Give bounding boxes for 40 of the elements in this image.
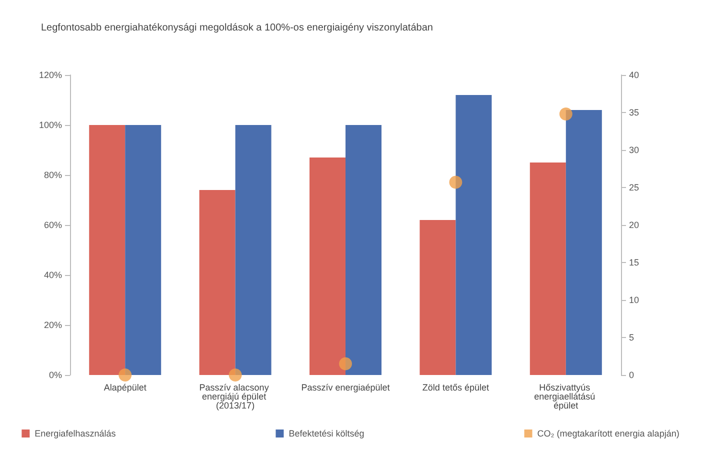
y-tick-label: 100% (38, 120, 62, 130)
bar (199, 190, 236, 375)
legend-label: CO₂ (megtakarított energia alapján) (537, 428, 680, 438)
bar (310, 158, 346, 375)
legend-label: Befektetési költség (288, 428, 364, 438)
y2-tick-label: 5 (629, 332, 634, 342)
x-tick-label: Alapépület (104, 382, 147, 392)
y2-tick-label: 10 (629, 295, 640, 305)
legend-label: Energiafelhasználás (34, 428, 116, 438)
bar (346, 125, 382, 375)
y-tick-label: 20% (44, 320, 62, 330)
x-tick-label: Passzív alacsony energiájú épület (2013/17) (199, 382, 272, 410)
point (449, 176, 462, 189)
point (339, 357, 352, 370)
chart-title: Legfontosabb energiahatékonysági megoldások a 100%-os energiaigény viszonylatában (41, 22, 433, 34)
y2-tick-label: 25 (629, 182, 640, 192)
y-tick-label: 80% (44, 170, 62, 180)
bar (89, 125, 126, 375)
bar (125, 125, 162, 375)
x-tick-label: Hőszivattyús energiaellátású épület (534, 382, 598, 410)
y2-tick-label: 15 (629, 258, 640, 268)
y2-tick-label: 40 (629, 70, 640, 80)
y-tick-label: 60% (44, 220, 62, 230)
point (559, 108, 572, 120)
y-tick-label: 120% (38, 70, 62, 80)
y2-tick-label: 20 (629, 220, 640, 230)
y-tick-label: 40% (44, 270, 62, 280)
point (228, 368, 242, 382)
bar (456, 95, 492, 375)
x-tick-label: Passzív energiaépület (301, 382, 390, 392)
y-tick-label: 0% (48, 370, 62, 380)
bar (235, 125, 272, 375)
x-tick-label: Zöld tetős épület (422, 382, 490, 392)
y2-tick-label: 30 (629, 145, 640, 155)
point (118, 368, 132, 382)
bar (420, 220, 456, 375)
y2-tick-label: 35 (629, 108, 640, 118)
bar (530, 162, 566, 375)
y2-tick-label: 0 (629, 370, 634, 380)
bar (566, 110, 602, 375)
